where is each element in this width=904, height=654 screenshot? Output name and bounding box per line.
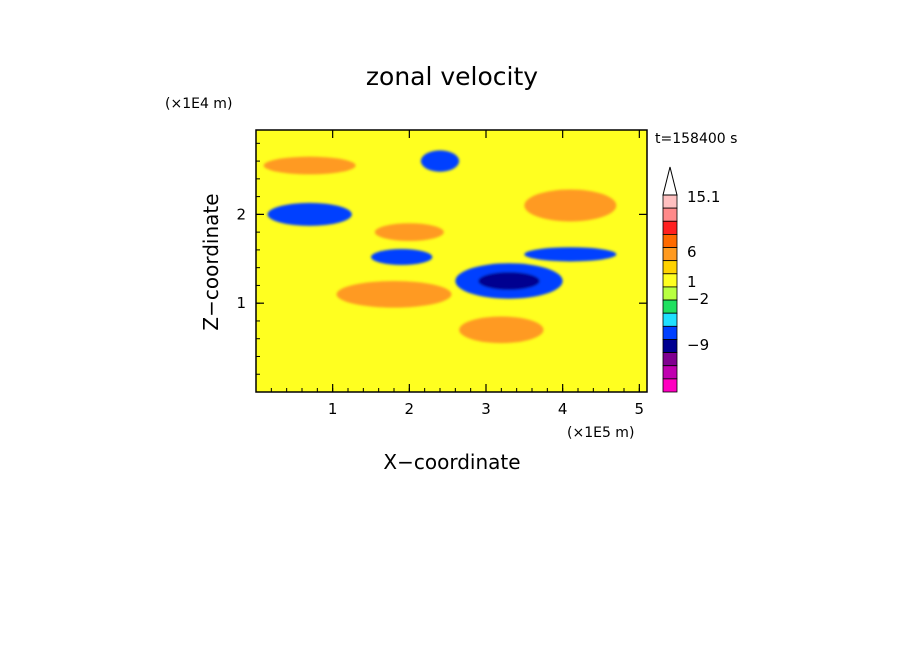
x-tick-label: 5 bbox=[635, 400, 645, 418]
x-axis-label: X−coordinate bbox=[383, 450, 520, 474]
colorbar: 15.1 6 1−2 −9 bbox=[662, 166, 720, 393]
colorbar-label: 1 bbox=[687, 273, 697, 291]
colorbar-segment bbox=[662, 312, 678, 327]
y-tick-label: 2 bbox=[236, 205, 246, 223]
x-tick-label: 3 bbox=[481, 400, 491, 418]
colorbar-segment bbox=[662, 299, 678, 314]
colorbar-label: −2 bbox=[687, 290, 709, 308]
field-feature-10 bbox=[478, 272, 540, 290]
x-axis-ticks: 1 2 3 4 5 bbox=[270, 130, 645, 418]
y-axis-label: Z−coordinate bbox=[199, 193, 223, 330]
colorbar-segment bbox=[662, 247, 678, 262]
field-feature-0 bbox=[336, 280, 452, 308]
colorbar-label: 6 bbox=[687, 243, 697, 261]
colorbar-segment bbox=[662, 378, 678, 393]
y-axis-ticks: 12 bbox=[236, 142, 647, 375]
plot-frame bbox=[255, 129, 648, 393]
field-feature-6 bbox=[371, 249, 433, 265]
colorbar-segment bbox=[662, 220, 678, 235]
colorbar-segment bbox=[662, 286, 678, 301]
y-tick-label: 1 bbox=[236, 294, 246, 312]
x-tick-label: 1 bbox=[328, 400, 338, 418]
colorbar-extend-arrow bbox=[662, 166, 678, 196]
field-feature-5 bbox=[267, 202, 352, 226]
colorbar-label: 15.1 bbox=[687, 188, 720, 206]
field-feature-1 bbox=[374, 223, 444, 242]
x-tick-label: 4 bbox=[558, 400, 568, 418]
chart-title: zonal velocity bbox=[366, 62, 538, 91]
colorbar-segment bbox=[662, 339, 678, 354]
colorbar-segment bbox=[662, 273, 678, 288]
field-feature-8 bbox=[524, 247, 617, 262]
colorbar-segment bbox=[662, 194, 678, 209]
velocity-field bbox=[256, 130, 647, 392]
field-feature-2 bbox=[459, 316, 544, 344]
colorbar-segment bbox=[662, 325, 678, 340]
field-feature-4 bbox=[263, 156, 356, 175]
colorbar-segment bbox=[662, 207, 678, 222]
x-multiplier-label: (×1E5 m) bbox=[567, 425, 634, 441]
colorbar-segment bbox=[662, 352, 678, 367]
field-feature-9 bbox=[420, 150, 460, 172]
y-multiplier-label: (×1E4 m) bbox=[165, 96, 232, 112]
x-tick-label: 2 bbox=[405, 400, 415, 418]
field-feature-3 bbox=[524, 189, 617, 222]
colorbar-segment bbox=[662, 233, 678, 248]
colorbar-segment bbox=[662, 365, 678, 380]
colorbar-segment bbox=[662, 260, 678, 275]
colorbar-label: −9 bbox=[687, 336, 709, 354]
time-label: t=158400 s bbox=[655, 131, 737, 147]
